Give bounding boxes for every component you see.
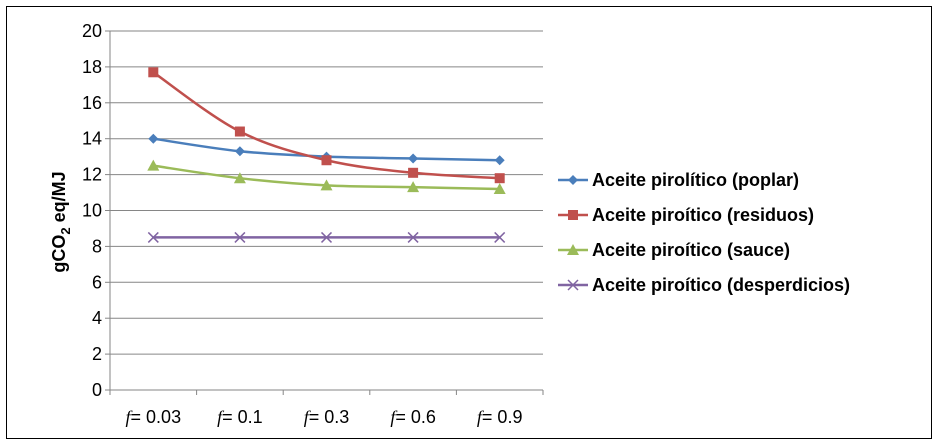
data-point-stroke (407, 231, 419, 243)
y-tick-label: 10 (82, 201, 102, 221)
y-tick-label: 0 (92, 380, 102, 400)
x-tick-label: f= 0.6 (390, 407, 436, 427)
x-tick-label: f= 0.9 (477, 407, 523, 427)
data-point-stroke (147, 231, 159, 243)
legend: Aceite pirolítico (poplar) Aceite piroíti… (558, 170, 850, 295)
x-tick-labels: f= 0.03 f= 0.1 f= 0.3 f= 0.6 f= 0.9 (126, 407, 523, 427)
data-point (408, 167, 419, 178)
y-tick-label: 16 (82, 93, 102, 113)
data-point (407, 181, 420, 193)
legend-item-3: Aceite piroítico (sauce) (558, 240, 790, 260)
legend-item-1: Aceite pirolítico (poplar) (558, 170, 799, 190)
data-point (407, 231, 419, 243)
data-point (233, 172, 246, 184)
chart-frame: 0 2 4 6 8 10 12 14 16 18 20 f= 0.03 f= 0.1 f= 0.3 f= … (6, 6, 932, 439)
y-axis-label: gCO2 eq/MJ (49, 171, 73, 272)
data-point (493, 182, 506, 194)
legend-label: Aceite piroítico (desperdicios) (592, 275, 850, 295)
y-tick-label: 6 (92, 272, 102, 292)
data-point (494, 231, 506, 243)
data-point (568, 175, 578, 185)
data-point (147, 231, 159, 243)
y-tick-labels: 0 2 4 6 8 10 12 14 16 18 20 (82, 21, 102, 400)
data-point (234, 231, 246, 243)
data-point-stroke (567, 279, 579, 291)
legend-label: Aceite piroítico (sauce) (592, 240, 790, 260)
data-point (320, 231, 333, 243)
axes (105, 30, 544, 395)
data-point (408, 153, 419, 164)
legend-label: Aceite piroítico (residuos) (592, 205, 814, 225)
data-point (567, 279, 579, 291)
y-tick-label: 14 (82, 129, 102, 149)
series-4 (147, 231, 506, 243)
data-point (234, 146, 245, 157)
data-point (148, 133, 159, 144)
legend-label: Aceite pirolítico (poplar) (592, 170, 799, 190)
y-tick-label: 8 (92, 236, 102, 256)
data-point-stroke (234, 231, 246, 243)
y-tick-label: 12 (82, 165, 102, 185)
data-point-stroke (494, 231, 506, 243)
data-point (494, 155, 505, 166)
data-point (494, 173, 505, 184)
y-tick-label: 2 (92, 344, 102, 364)
series-2 (148, 67, 505, 184)
x-tick-label: f= 0.1 (217, 407, 263, 427)
series-3 (147, 159, 506, 194)
y-tick-label: 18 (82, 57, 102, 77)
legend-item-4: Aceite piroítico (desperdicios) (558, 275, 850, 295)
y-tick-label: 20 (82, 21, 102, 41)
grid-lines (110, 30, 543, 355)
data-point (321, 155, 332, 166)
data-point (147, 159, 160, 171)
series (147, 67, 506, 243)
data-point (320, 179, 333, 191)
data-point (568, 210, 578, 220)
x-tick-label: f= 0.3 (304, 407, 350, 427)
legend-item-2: Aceite piroítico (residuos) (558, 205, 814, 225)
data-point-stroke (320, 231, 333, 243)
data-point (234, 126, 245, 137)
data-point (148, 67, 159, 78)
y-tick-label: 4 (92, 308, 102, 328)
x-tick-label: f= 0.03 (126, 407, 182, 427)
data-point (567, 244, 579, 255)
